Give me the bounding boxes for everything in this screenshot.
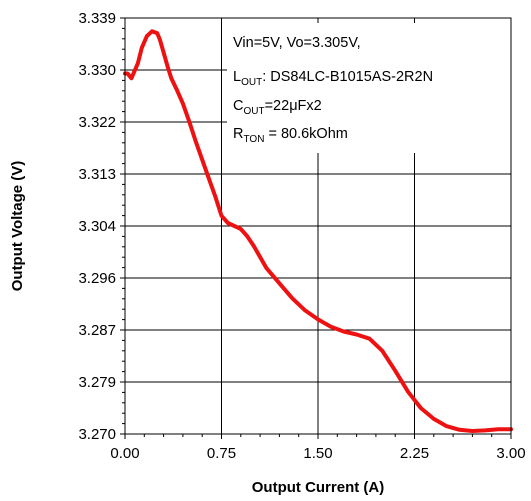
y-axis-title: Output Voltage (V): [9, 161, 26, 292]
annotation-line-3: COUT=22μFx2: [233, 98, 322, 117]
y-tick-label: 3.313: [78, 166, 116, 183]
series-group: [123, 29, 513, 433]
annotation-line-4-main: R: [233, 126, 243, 142]
y-tick-labels: 3.339 3.330 3.322 3.313 3.304 3.296 3.287 3.279…: [78, 10, 116, 443]
x-tick-label: 2.25: [400, 445, 429, 462]
annotation-line-2: LOUT: DS84LC-B1015AS-2R2N: [233, 69, 433, 88]
annotation-line-4: RTON = 80.6kOhm: [233, 126, 348, 145]
y-tick-label: 3.279: [78, 374, 116, 391]
y-tick-label: 3.304: [78, 218, 116, 235]
plot-frame: [124, 17, 512, 435]
annotation-line-2-sub: OUT: [241, 77, 262, 88]
annotation-line-3-main: C: [233, 98, 243, 114]
annotation-line-4-rest: = 80.6kOhm: [264, 126, 347, 142]
y-tick-label: 3.322: [78, 114, 116, 131]
x-axis-title: Output Current (A): [252, 479, 384, 496]
y-tick-label: 3.287: [78, 322, 116, 339]
x-tick-label: 0.75: [207, 445, 236, 462]
x-tick-labels: 0.00 0.75 1.50 2.25 3.00: [110, 445, 525, 462]
x-tick-label: 0.00: [110, 445, 139, 462]
annotation-line-3-rest: =22μFx2: [265, 98, 322, 114]
annotation-line-2-rest: : DS84LC-B1015AS-2R2N: [262, 69, 433, 85]
y-tick-label: 3.296: [78, 270, 116, 287]
series-line-1: [123, 29, 513, 433]
y-tick-label: 3.330: [78, 62, 116, 79]
annotation-line-1: Vin=5V, Vo=3.305V,: [233, 35, 361, 51]
y-tick-label: 3.339: [78, 10, 116, 27]
y-tick-label: 3.270: [78, 426, 116, 443]
x-tick-label: 3.00: [496, 445, 525, 462]
annotation-line-2-main: L: [233, 69, 241, 85]
annotation-box: [227, 23, 511, 153]
x-tick-label: 1.50: [303, 445, 332, 462]
annotation-line-3-sub: OUT: [243, 106, 264, 117]
annotation-line-4-sub: TON: [243, 134, 264, 145]
